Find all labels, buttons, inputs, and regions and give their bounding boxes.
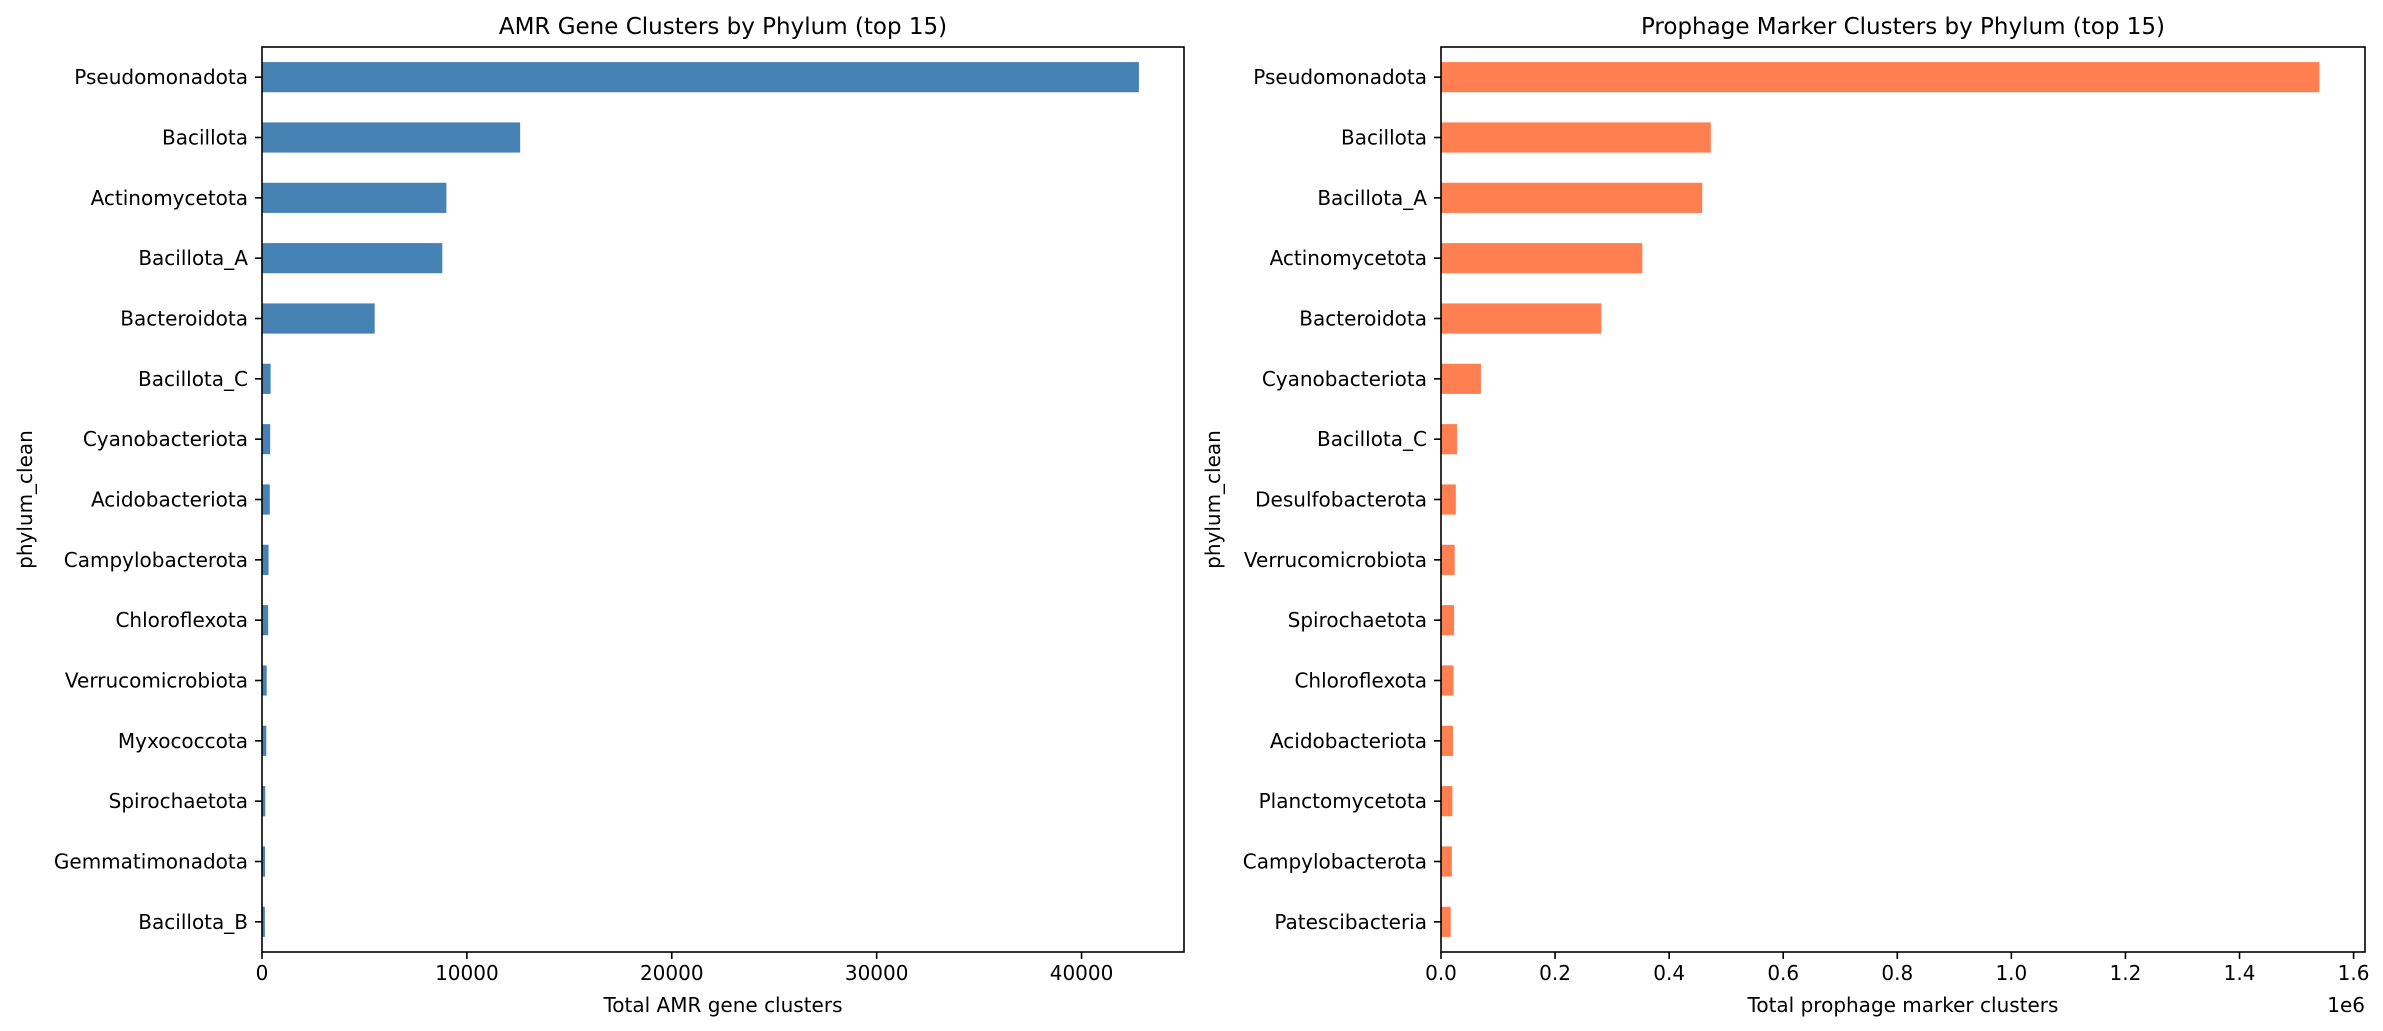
- amr-x-tick-label: 0: [256, 961, 269, 985]
- prophage-plot-frame: [1440, 46, 2366, 953]
- amr-y-tick-label: Gemmatimonadota: [54, 850, 248, 874]
- prophage-bar: [1441, 62, 2320, 93]
- amr-x-tick-label: 10000: [435, 961, 499, 985]
- amr-bar: [262, 243, 443, 274]
- amr-bar: [262, 62, 1139, 93]
- prophage-x-tick-label: 1.2: [2110, 961, 2142, 985]
- amr-y-tick-label: Myxococcota: [118, 729, 248, 753]
- prophage-bar: [1441, 484, 1456, 515]
- amr-y-tick-label: Campylobacterota: [64, 548, 248, 572]
- amr-bar: [262, 122, 521, 153]
- amr-x-axis-label: Total AMR gene clusters: [602, 993, 842, 1017]
- amr-y-tick-label: Cyanobacteriota: [83, 427, 248, 451]
- amr-bar: [262, 424, 271, 455]
- prophage-x-axis-label: Total prophage marker clusters: [1747, 993, 2059, 1017]
- amr-y-tick-label: Chloroflexota: [115, 608, 248, 632]
- prophage-y-axis-label: phylum_clean: [1201, 430, 1225, 569]
- prophage-y-tick-label: Acidobacteriota: [1270, 729, 1427, 753]
- amr-y-tick-label: Actinomycetota: [91, 186, 248, 210]
- amr-y-tick-label: Bacillota: [162, 126, 248, 150]
- prophage-x-tick-label: 0.2: [1539, 961, 1571, 985]
- amr-plot-frame: [261, 46, 1185, 953]
- prophage-y-tick-label: Bacteroidota: [1299, 307, 1427, 331]
- prophage-bars: [1441, 62, 2320, 937]
- amr-bar: [262, 484, 270, 515]
- prophage-bar: [1441, 544, 1455, 575]
- amr-x-tick-label: 40000: [1050, 961, 1114, 985]
- amr-bar: [262, 725, 267, 756]
- prophage-bar: [1441, 424, 1457, 455]
- prophage-y-tick-labels: Pseudomonadota Bacillota Bacillota_A Actino…: [1243, 65, 1441, 934]
- amr-x-tick-label: 20000: [640, 961, 704, 985]
- prophage-x-tick-label: 1.0: [1995, 961, 2027, 985]
- amr-y-axis-label: phylum_clean: [13, 430, 37, 569]
- amr-bars: [262, 62, 1139, 937]
- amr-y-tick-label: Bacillota_A: [138, 246, 248, 270]
- amr-bar: [262, 786, 266, 817]
- prophage-x-tick-label: 0.6: [1767, 961, 1799, 985]
- prophage-y-tick-label: Cyanobacteriota: [1262, 367, 1427, 391]
- prophage-bar: [1441, 122, 1711, 153]
- prophage-x-tick-label: 0.0: [1425, 961, 1457, 985]
- prophage-y-tick-label: Actinomycetota: [1270, 246, 1427, 270]
- prophage-chart-title: Prophage Marker Clusters by Phylum (top …: [1641, 14, 2165, 40]
- amr-y-tick-label: Acidobacteriota: [91, 488, 248, 512]
- prophage-y-tick-label: Patescibacteria: [1274, 910, 1427, 934]
- prophage-y-tick-label: Bacillota: [1341, 126, 1427, 150]
- prophage-y-tick-label: Bacillota_C: [1317, 427, 1427, 451]
- prophage-x-tick-label: 0.4: [1653, 961, 1685, 985]
- amr-y-tick-label: Pseudomonadota: [74, 65, 248, 89]
- amr-y-tick-label: Spirochaetota: [109, 789, 248, 813]
- prophage-y-tick-label: Bacillota_A: [1317, 186, 1427, 210]
- amr-bar: [262, 846, 266, 877]
- amr-y-tick-label: Bacillota_B: [138, 910, 248, 934]
- prophage-bar: [1441, 605, 1455, 636]
- prophage-bar: [1441, 363, 1481, 394]
- prophage-bar: [1441, 725, 1453, 756]
- prophage-y-tick-label: Spirochaetota: [1288, 608, 1427, 632]
- amr-chart-title: AMR Gene Clusters by Phylum (top 15): [499, 14, 947, 40]
- amr-bar: [262, 906, 265, 937]
- amr-x-tick-label: 30000: [845, 961, 909, 985]
- prophage-y-tick-label: Verrucomicrobiota: [1244, 548, 1427, 572]
- prophage-y-tick-label: Desulfobacterota: [1255, 488, 1427, 512]
- prophage-x-offset-label: 1e6: [2327, 993, 2365, 1017]
- prophage-bar: [1441, 786, 1453, 817]
- prophage-bar: [1441, 665, 1454, 696]
- prophage-x-tick-labels: 0.0 0.2 0.4 0.6 0.8 1.0 1.2 1.4 1.6: [1425, 952, 2369, 985]
- prophage-x-tick-label: 1.4: [2224, 961, 2256, 985]
- prophage-bar: [1441, 243, 1643, 274]
- amr-bar: [262, 303, 375, 334]
- amr-x-tick-labels: 0 10000 20000 30000 40000: [256, 952, 1114, 985]
- amr-bar: [262, 665, 267, 696]
- amr-y-tick-labels: Pseudomonadota Bacillota Actinomycetota Bac…: [54, 65, 262, 934]
- prophage-chart-panel: Prophage Marker Clusters by Phylum (top …: [1201, 14, 2369, 1017]
- amr-bar: [262, 605, 269, 636]
- amr-y-tick-label: Bacillota_C: [138, 367, 248, 391]
- amr-bar: [262, 363, 271, 394]
- prophage-bar: [1441, 303, 1602, 334]
- prophage-bar: [1441, 846, 1452, 877]
- prophage-y-tick-label: Chloroflexota: [1294, 669, 1427, 693]
- prophage-y-tick-label: Campylobacterota: [1243, 850, 1427, 874]
- prophage-bar: [1441, 182, 1703, 213]
- amr-bar: [262, 182, 447, 213]
- prophage-x-tick-label: 0.8: [1881, 961, 1913, 985]
- amr-chart-panel: AMR Gene Clusters by Phylum (top 15) Pse…: [13, 14, 1185, 1017]
- prophage-y-tick-label: Pseudomonadota: [1253, 65, 1427, 89]
- prophage-x-tick-label: 1.6: [2338, 961, 2370, 985]
- amr-y-tick-label: Bacteroidota: [120, 307, 248, 331]
- amr-bar: [262, 544, 269, 575]
- prophage-y-tick-label: Planctomycetota: [1259, 789, 1427, 813]
- prophage-bar: [1441, 906, 1451, 937]
- amr-y-tick-label: Verrucomicrobiota: [65, 669, 248, 693]
